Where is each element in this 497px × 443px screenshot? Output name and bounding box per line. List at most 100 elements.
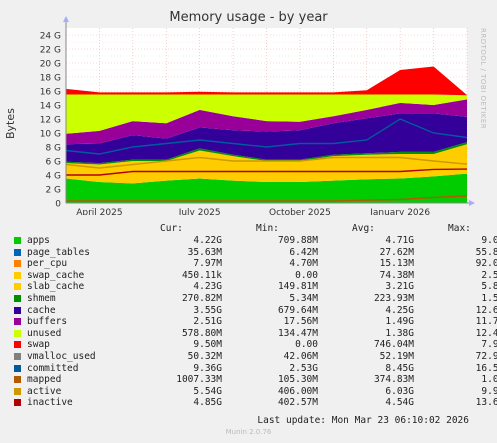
legend-series-name: swap [27,339,50,351]
legend-series-name: committed [27,362,79,374]
legend-series-name: vmalloc_used [27,351,96,362]
area-buffers [66,99,467,145]
legend-value-max: 9.90G [481,385,497,397]
legend-swatch [14,237,21,244]
legend-value-avg: 223.93M [373,293,414,304]
area-cache [66,113,467,164]
legend-value-min: 17.56M [283,316,318,328]
legend-series-name: apps [27,235,50,246]
legend-series-name: active [27,385,62,397]
rrdtool-credit: RRDTOOL / TOBI OETIKER [479,28,487,130]
legend-value-avg: 1.38G [385,327,414,339]
legend-series-name: cache [27,304,56,316]
legend-value-avg: 15.13M [379,258,414,270]
legend-series-name: buffers [27,316,68,328]
legend-value-max: 2.57G [481,269,497,281]
legend-value-cur: 35.63M [187,246,222,258]
legend-value-min: 2.53G [289,362,318,374]
legend-row-cache: cache 3.55G 679.64M 4.25G 12.62G [14,304,497,317]
legend-row-vmalloc-used: vmalloc_used 50.32M 42.06M 52.19M 72.96M [14,351,497,363]
y-tick-label: 10 G [40,130,61,140]
legend-value-avg: 4.71G [385,235,414,246]
legend-value-min: 709.88M [277,235,318,246]
legend-swatch [14,341,21,349]
legend-value-cur: 4.23G [193,281,222,293]
y-tick-label: 18 G [40,74,61,84]
legend-value-max: 1.52G [481,293,497,304]
x-tick-label: January 2026 [369,208,430,215]
legend-value-avg: 74.38M [379,269,414,281]
legend-value-min: 105.30M [277,374,318,386]
legend-value-min: 0.00 [295,339,318,351]
legend-value-avg: 1.49G [385,316,414,328]
legend-series-name: swap_cache [27,269,85,281]
legend-value-min: 5.34M [289,293,318,304]
legend-series-name: shmem [27,293,56,304]
chart-title: Memory usage - by year [169,10,328,25]
legend-value-min: 679.64M [277,304,318,316]
legend-row-inactive: inactive 4.85G 402.57M 4.54G 13.66G [14,397,497,409]
x-tick-label: April 2025 [76,208,122,215]
y-tick-label: 22 G [40,46,61,56]
legend-row-swap-cache: swap_cache 450.11k 0.00 74.38M 2.57G [14,269,497,282]
legend-value-min: 42.06M [283,351,318,362]
legend-swatch [14,399,21,407]
legend-series-name: unused [27,327,62,339]
legend-value-cur: 450.11k [181,269,222,281]
legend-row-apps: apps 4.22G 709.88M 4.71G 9.08G [14,235,497,247]
legend-value-cur: 270.82M [181,293,222,304]
legend-swatch [14,376,21,384]
line-active [65,156,468,169]
legend-swatch [14,364,21,372]
legend-series-name: page_tables [27,246,90,258]
x-tick-label: July 2025 [178,208,221,215]
legend-swatch [14,318,21,326]
legend-value-max: 72.96M [475,351,497,362]
legend-value-max: 16.55G [475,362,497,374]
legend-value-min: 134.47M [277,327,318,339]
legend-value-cur: 3.55G [193,304,222,316]
legend-swatch [14,271,21,279]
legend-series-name: slab_cache [27,281,85,293]
legend-swatch [14,329,21,337]
y-tick-label: 20 G [40,60,61,70]
legend-value-min: 402.57M [277,397,318,409]
legend-value-cur: 1007.33M [176,374,222,386]
legend-value-max: 12.62G [475,304,497,316]
legend-value-cur: 7.97M [193,258,222,270]
y-tick-label: 8 G [45,144,61,154]
y-tick-label: 0 [55,200,61,210]
legend-value-avg: 3.21G [385,281,414,293]
legend-swatch [14,283,21,291]
legend-row-slab-cache: slab_cache 4.23G 149.81M 3.21G 5.88G [14,281,497,293]
legend-swatch [14,387,21,395]
legend-row-swap: swap 9.50M 0.00 746.04M 7.90G [14,339,497,351]
legend-head-max: Max: [448,223,471,234]
legend-value-cur: 9.50M [193,339,222,351]
legend-value-avg: 374.83M [373,374,414,386]
legend-row-committed: committed 9.36G 2.53G 8.45G 16.55G [14,362,497,375]
legend-row-unused: unused 578.80M 134.47M 1.38G 12.43G [14,327,497,340]
legend-value-max: 5.88G [481,281,497,293]
area-swap [66,66,467,96]
legend-value-avg: 52.19M [379,351,414,362]
legend-swatch [14,260,21,268]
legend-row-mapped: mapped 1007.33M 105.30M 374.83M 1.05G [14,374,497,386]
legend-row-per-cpu: per_cpu 7.97M 4.70M 15.13M 92.06M [14,258,497,270]
y-tick-label: 14 G [40,102,61,112]
legend-value-min: 6.42M [289,246,318,258]
legend-head-cur: Cur: [160,223,183,234]
area-slab-cache [66,144,467,184]
legend-value-min: 406.00M [277,385,318,397]
y-tick-label: 24 G [40,32,61,42]
legend-row-active: active 5.54G 406.00M 6.03G 9.90G [14,385,497,398]
legend-value-cur: 9.36G [193,362,222,374]
x-tick-label: October 2025 [269,208,331,215]
legend-swatch [14,295,21,302]
legend-series-name: mapped [27,374,62,386]
legend-value-avg: 746.04M [373,339,414,351]
legend-value-max: 7.90G [481,339,497,351]
legend-value-max: 11.74G [475,316,497,328]
legend-row-shmem: shmem 270.82M 5.34M 223.93M 1.52G [14,293,497,305]
